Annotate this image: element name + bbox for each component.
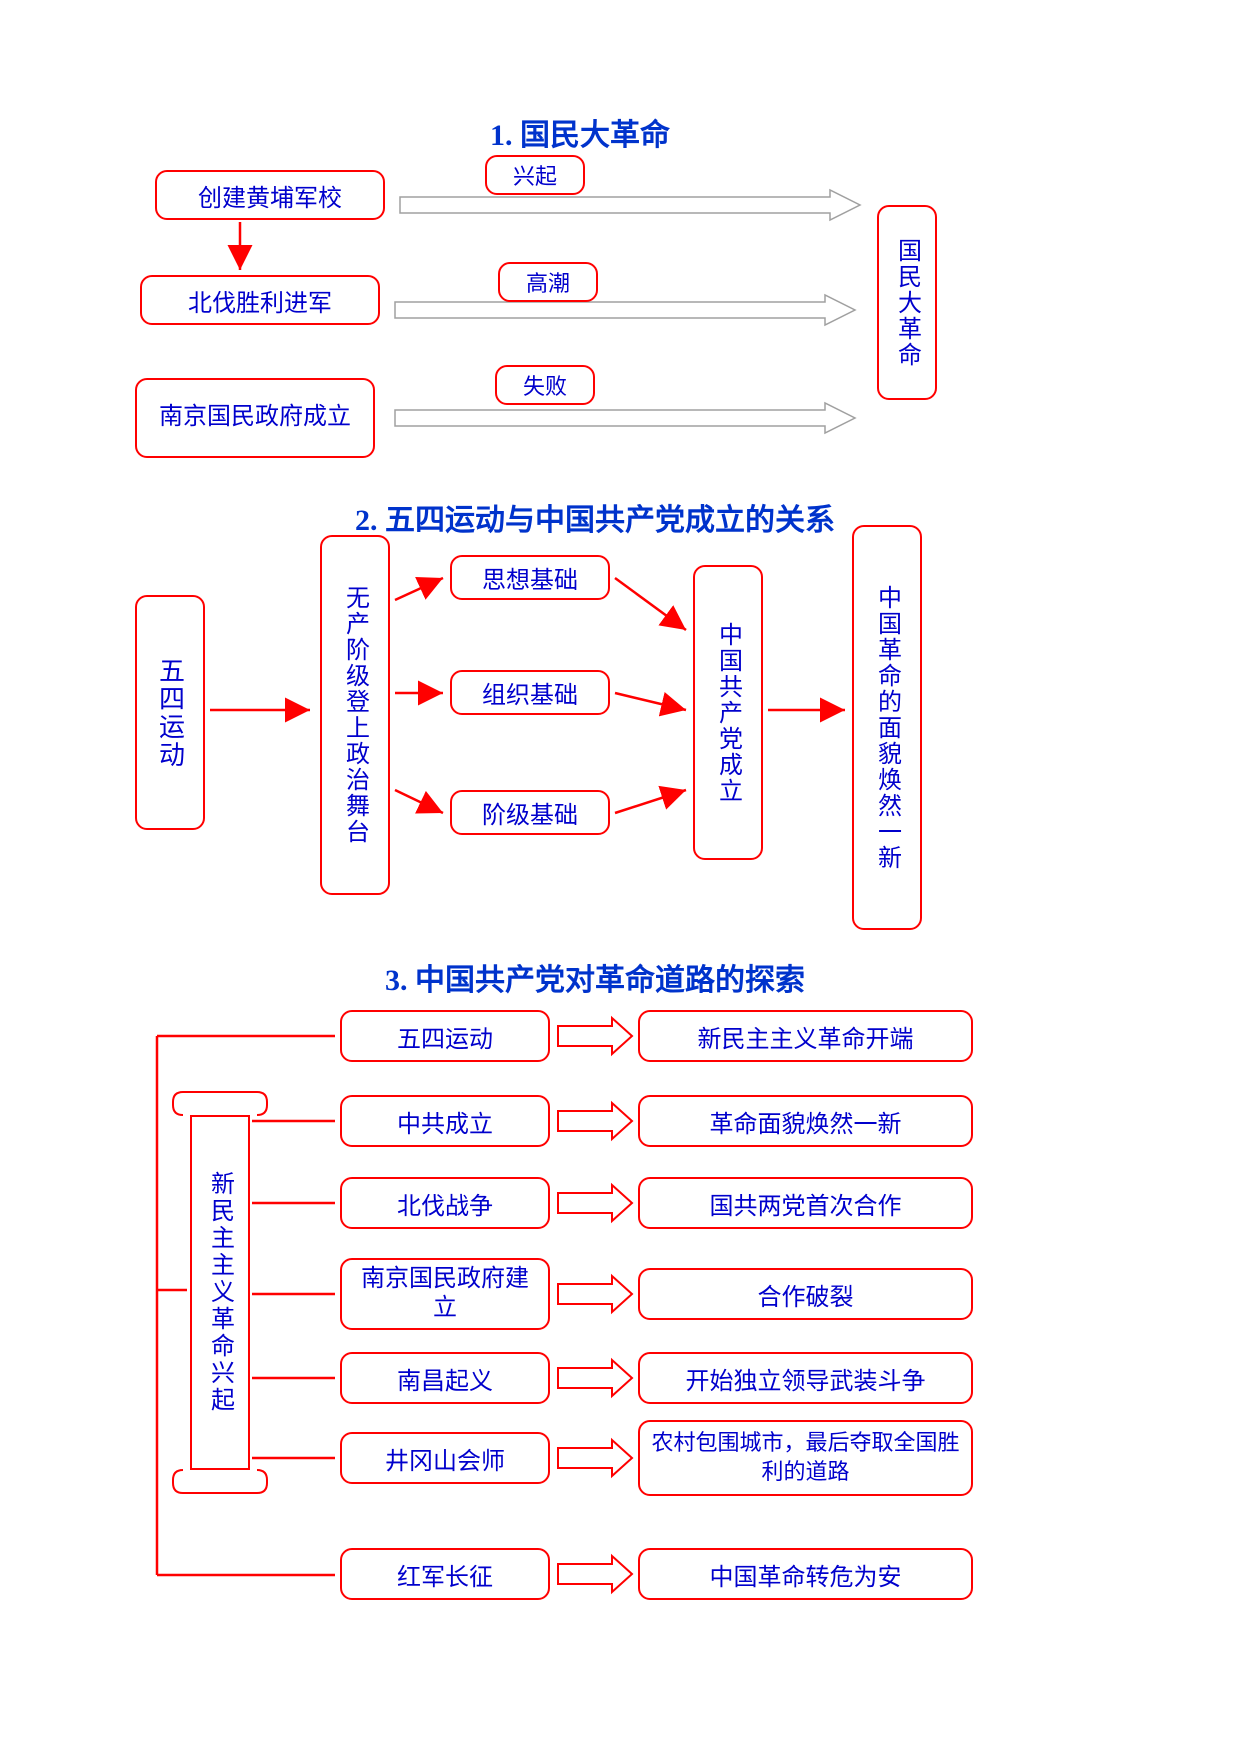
- s3-right-0: 新民主主义革命开端: [638, 1010, 973, 1062]
- s1-left-2: 南京国民政府成立: [135, 378, 375, 458]
- s3-right-4: 开始独立领导武装斗争: [638, 1352, 973, 1404]
- s3-left-4: 南昌起义: [340, 1352, 550, 1404]
- s2-mid-2: 阶级基础: [450, 790, 610, 835]
- s2-mid-0: 思想基础: [450, 555, 610, 600]
- s1-left-0: 创建黄埔军校: [155, 170, 385, 220]
- s1-mid-2: 失败: [495, 365, 595, 405]
- s2-col4: 中国共产党成立: [693, 565, 763, 860]
- s3-left-5: 井冈山会师: [340, 1432, 550, 1484]
- s3-right-6: 中国革命转危为安: [638, 1548, 973, 1600]
- s1-right: 国民大革命: [877, 205, 937, 400]
- s3-left-1: 中共成立: [340, 1095, 550, 1147]
- s2-mid-1: 组织基础: [450, 670, 610, 715]
- s3-left-6: 红军长征: [340, 1548, 550, 1600]
- s3-right-2: 国共两党首次合作: [638, 1177, 973, 1229]
- s3-right-5: 农村包围城市，最后夺取全国胜利的道路: [638, 1420, 973, 1496]
- s3-left-2: 北伐战争: [340, 1177, 550, 1229]
- s1-left-1: 北伐胜利进军: [140, 275, 380, 325]
- s3-scroll: 新民主主义革命兴起: [190, 1115, 250, 1470]
- arrows-overlay: [0, 0, 1240, 1754]
- section3-title: 3. 中国共产党对革命道路的探索: [255, 955, 935, 999]
- s3-right-3: 合作破裂: [638, 1268, 973, 1320]
- s2-col1: 五四运动: [135, 595, 205, 830]
- section1-title: 1. 国民大革命: [380, 110, 780, 154]
- s2-col5: 中国革命的面貌焕然一新: [852, 525, 922, 930]
- s1-mid-0: 兴起: [485, 155, 585, 195]
- s3-left-3: 南京国民政府建立: [340, 1258, 550, 1330]
- s3-left-0: 五四运动: [340, 1010, 550, 1062]
- s1-mid-1: 高潮: [498, 262, 598, 302]
- s2-col2: 无产阶级登上政治舞台: [320, 535, 390, 895]
- s3-right-1: 革命面貌焕然一新: [638, 1095, 973, 1147]
